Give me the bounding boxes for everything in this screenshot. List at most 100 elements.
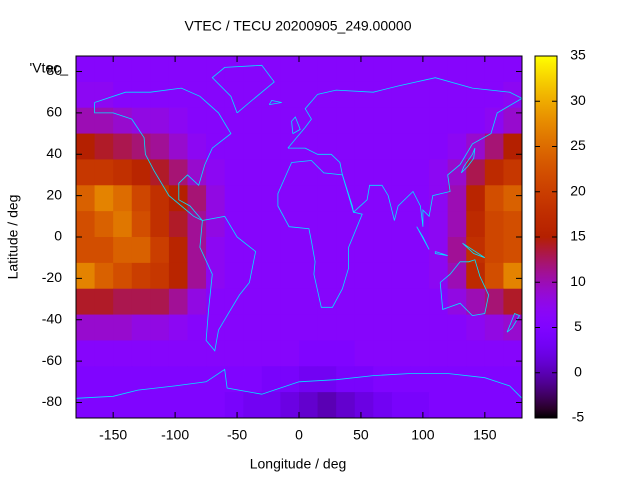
heat-cell [466, 133, 486, 160]
heat-cell [280, 185, 300, 212]
heat-cell [373, 237, 393, 264]
heat-cell [336, 262, 356, 290]
heat-cell [150, 81, 170, 109]
coastline [434, 251, 448, 256]
heat-cell [429, 81, 449, 109]
heat-cell [131, 211, 151, 238]
heat-cell [280, 159, 300, 186]
heat-cell [373, 314, 393, 341]
heat-cell [243, 237, 263, 264]
heat-cell [280, 340, 300, 367]
y-tick-label: 80 [46, 62, 62, 78]
heat-cell [299, 288, 319, 316]
heat-cell [484, 185, 504, 212]
heat-cell [187, 185, 207, 212]
x-tick-label: -50 [227, 427, 247, 443]
heat-cell [131, 262, 151, 290]
heat-cell [429, 211, 449, 238]
heat-cell [429, 237, 449, 264]
heat-cell [113, 81, 133, 109]
heat-cell [187, 237, 207, 264]
heat-cell [299, 107, 319, 135]
heat-cell [187, 340, 207, 367]
x-tick-label: -150 [99, 427, 127, 443]
heat-cell [317, 159, 337, 186]
heat-cell [429, 366, 449, 393]
heat-cell [224, 185, 244, 212]
heat-cell [447, 314, 467, 341]
y-tick-label: 20 [46, 186, 62, 202]
heat-cell [466, 366, 486, 393]
heat-cell [336, 314, 356, 341]
heat-cell [336, 366, 356, 393]
heat-cell [150, 314, 170, 341]
heat-cell [484, 107, 504, 135]
heat-cell [373, 107, 393, 135]
heat-cell [336, 107, 356, 135]
x-tick-label: 100 [411, 427, 435, 443]
heat-cell [410, 133, 430, 160]
heat-cell [466, 185, 486, 212]
heat-cell [484, 314, 504, 341]
heat-cell [391, 340, 411, 367]
heat-cell [484, 340, 504, 367]
heat-cell [299, 262, 319, 290]
colorbar-tick-label: 25 [570, 137, 586, 153]
heat-cell [429, 392, 449, 419]
heat-cell [113, 237, 133, 264]
heat-cell [187, 392, 207, 419]
heat-cell [280, 314, 300, 341]
heat-cell [299, 211, 319, 238]
heat-cell [391, 237, 411, 264]
heat-cell [76, 314, 96, 341]
heat-cell [113, 185, 133, 212]
heat-cell [391, 107, 411, 135]
heat-cell [224, 133, 244, 160]
heat-cell [150, 392, 170, 419]
heat-cell [429, 262, 449, 290]
heat-cell [410, 366, 430, 393]
heat-cell [466, 340, 486, 367]
heat-cell [336, 133, 356, 160]
heat-cell [94, 237, 114, 264]
heat-cell [206, 81, 226, 109]
y-tick-label: 0 [54, 228, 62, 244]
heat-cell [317, 366, 337, 393]
heat-cell [261, 185, 281, 212]
heat-cell [187, 262, 207, 290]
coastlines [76, 64, 522, 399]
heat-cell [76, 107, 96, 135]
heat-cell [484, 56, 504, 83]
heat-cell [168, 262, 188, 290]
heat-cell [373, 159, 393, 186]
colorbar-tick-label: 0 [574, 363, 582, 379]
x-axis-label: Longitude / deg [250, 456, 347, 472]
heat-cell [131, 392, 151, 419]
heat-cell [168, 340, 188, 367]
heat-cell [168, 314, 188, 341]
heat-cell [336, 56, 356, 83]
heat-cell [150, 56, 170, 83]
coastline [462, 242, 486, 259]
heat-cell [299, 237, 319, 264]
y-axis-label: Latitude / deg [5, 195, 21, 280]
heat-cell [391, 81, 411, 109]
heat-cell [373, 56, 393, 83]
heat-cell [503, 56, 523, 83]
heat-cell [503, 133, 523, 160]
heat-cell [503, 392, 523, 419]
heat-cell [150, 107, 170, 135]
heat-cell [447, 185, 467, 212]
coastline [199, 215, 257, 352]
heat-cell [224, 81, 244, 109]
heat-cell [484, 237, 504, 264]
heat-cell [76, 340, 96, 367]
coastline [211, 64, 275, 114]
heat-cell [336, 237, 356, 264]
heat-cell [317, 288, 337, 316]
heat-cell [76, 366, 96, 393]
heat-cell [206, 288, 226, 316]
heat-cell [168, 107, 188, 135]
heat-cell [206, 392, 226, 419]
heat-cell [503, 107, 523, 135]
